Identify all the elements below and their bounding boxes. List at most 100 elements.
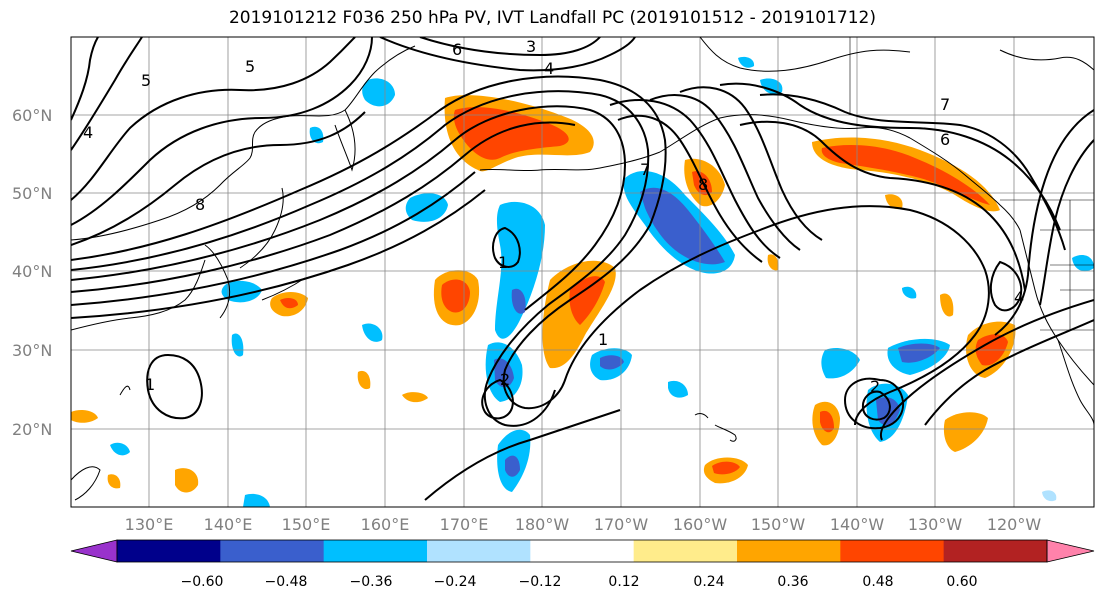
graticule [71,37,1094,507]
pv-contour-26 [861,390,891,421]
shading-positive-midpacific-core [569,276,605,325]
lon-label-120w: 120°W [987,515,1042,534]
colorbar-swatch [633,540,738,562]
pv-contour-11 [71,37,143,151]
lat-label-40n: 40°N [12,262,52,281]
pv-label: 7 [640,160,650,179]
shading-negative-west3 [362,323,383,342]
pv-contour-3 [71,105,627,311]
pv-contour-20 [739,120,1026,291]
shading-negative-okhotsk [362,78,395,107]
shading-positive-small2 [402,392,428,403]
pv-label: 7 [940,95,950,114]
pv-contour-12 [379,37,636,72]
colorbar-tick-label: 0.60 [946,574,977,590]
shading-negative-kuroshio-core [640,187,725,265]
pv-label: 4 [1014,288,1024,307]
shading-negative-small8 [1042,490,1057,502]
colorbar-tick-label: 0.24 [693,574,724,590]
lat-label-20n: 20°N [12,420,52,439]
shading-positive-gulf-core [821,145,990,205]
pv-contour-17 [679,86,823,241]
shading-negative-small2 [243,493,270,507]
pv-contour-21 [994,109,1094,336]
pv-contour-13 [419,37,601,57]
lon-label-140w: 140°W [830,515,885,534]
lat-label-30n: 30°N [12,341,52,360]
colorbar-frame [116,539,1048,563]
pv-contour-30 [989,260,1023,312]
shading-positive-small3 [175,468,199,493]
pv-contour-29 [481,378,514,420]
colorbar [70,539,1095,563]
pv-contour-4 [71,121,576,293]
coast-taiwan [119,385,131,396]
shading-positive-small4 [71,410,98,423]
pv-contour-6 [71,189,486,319]
pv-label: 5 [141,71,151,90]
lon-label-170w: 170°W [594,515,649,534]
shading-positive-small7 [767,254,779,271]
coast-china [71,259,206,331]
map-title: 2019101212 F036 250 hPa PV, IVT Landfall… [228,8,876,28]
pv-contour-25 [843,377,905,430]
map-frame [70,36,1095,508]
lon-label-180w: 180°W [515,515,570,534]
colorbar-tick-labels: −0.60 −0.48 −0.36 −0.24 −0.12 0.12 0.24 … [181,574,978,590]
coast-kamchatka [334,109,356,172]
lat-label-60n: 60°N [12,106,52,125]
lon-label-150e: 150°E [282,515,331,534]
colorbar-extend-high [1046,539,1095,563]
coast-korea [204,244,231,319]
lon-label-140e: 140°E [204,515,253,534]
coast-philippines [71,466,101,501]
shading-positive-sw [943,412,988,452]
pv-label: 4 [544,59,554,78]
colorbar-tick-label: 0.12 [608,574,639,590]
shading-negative-small5 [760,78,783,95]
pv-contour-24 [924,319,1094,426]
coast-asia [71,45,416,241]
shading-positive-south-core [712,461,740,475]
latitude-labels: 60°N 50°N 40°N 30°N 20°N [12,106,52,439]
pv-contour-31 [424,409,621,501]
shading-positive-west-core [441,279,470,313]
borders [849,37,1094,331]
shading-negative-180-core [511,288,526,314]
pv-contour-10 [71,37,99,121]
coast-aleutians [479,151,661,172]
pv-contour-9 [71,111,366,246]
colorbar-tick-label: −0.36 [350,574,393,590]
colorbar-tick-label: 0.48 [862,574,893,590]
pv-label: 1 [145,375,155,394]
colorbar-swatch [530,540,635,562]
pv-contour-5 [71,171,476,306]
lon-label-130e: 130°E [125,515,174,534]
coastlines [71,37,1094,501]
lon-label-160w: 160°W [673,515,728,534]
colorbar-extend-low [70,539,118,563]
pv-contour-23 [880,299,1094,441]
lon-label-130w: 130°W [908,515,963,534]
shading-negative-west2 [231,333,244,357]
pv-contour-1 [71,75,990,426]
shading-negative-hawaii [668,380,688,398]
pv-label: 2 [500,370,510,389]
lon-label-170e: 170°E [440,515,489,534]
colorbar-tick-label: 0.36 [777,574,808,590]
pv-contour-28 [492,226,521,268]
shading-negative-small4 [738,56,755,68]
shading-negative-small1 [110,442,130,456]
colorbar-swatch [840,540,945,562]
colorbar-swatch [117,540,221,562]
shading-negative-small6 [1072,255,1094,272]
pv-contours [71,37,1094,501]
border-states [1040,200,1094,330]
pv-labels: 5 6 3 4 8 7 8 7 6 5 1 4 1 1 2 2 4 [83,37,1024,396]
shading-positive-small8 [107,474,121,489]
colorbar-tick-label: −0.24 [434,574,477,590]
colorbar-swatch [323,540,428,562]
shading-positive-small1 [357,370,371,390]
shading-positive-small6 [885,194,903,210]
